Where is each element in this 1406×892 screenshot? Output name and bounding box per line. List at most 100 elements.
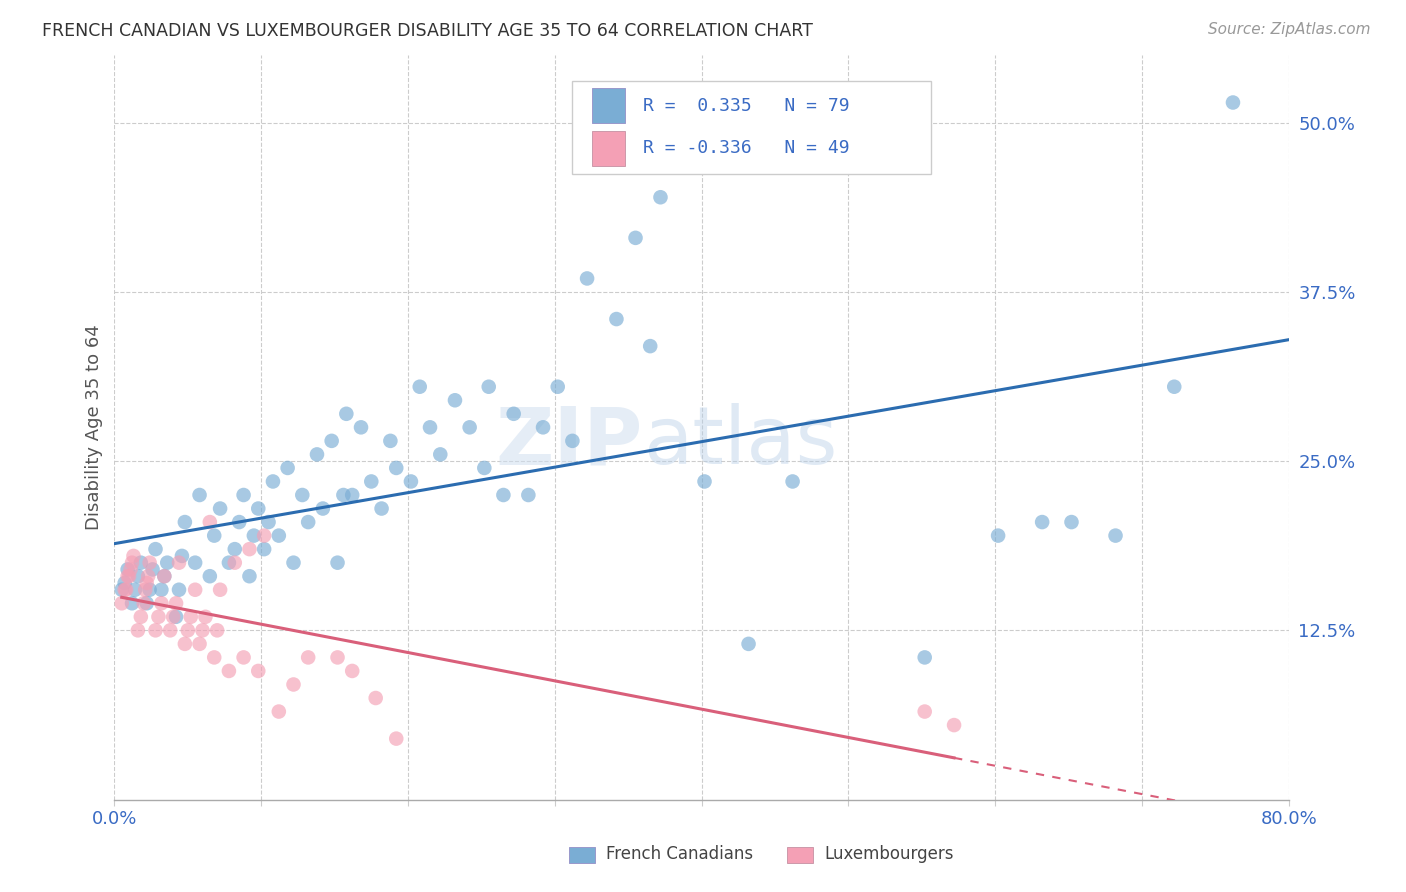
Point	[782, 475, 804, 489]
Point	[184, 582, 207, 597]
Point	[180, 609, 202, 624]
Point	[117, 562, 139, 576]
Point	[129, 609, 152, 624]
Point	[138, 556, 160, 570]
Point	[1031, 515, 1053, 529]
Point	[209, 582, 232, 597]
Point	[370, 501, 392, 516]
Y-axis label: Disability Age 35 to 64: Disability Age 35 to 64	[86, 325, 103, 530]
Point	[385, 731, 408, 746]
Point	[132, 596, 155, 610]
Point	[531, 420, 554, 434]
Point	[458, 420, 481, 434]
Point	[202, 528, 225, 542]
Point	[576, 271, 599, 285]
Text: R = -0.336   N = 49: R = -0.336 N = 49	[643, 139, 849, 157]
Point	[173, 515, 195, 529]
Point	[120, 562, 142, 576]
Point	[1222, 95, 1244, 110]
Point	[153, 569, 176, 583]
Point	[914, 705, 936, 719]
Bar	[592, 130, 626, 166]
Point	[167, 556, 190, 570]
Point	[267, 528, 290, 542]
Point	[238, 569, 260, 583]
Text: Source: ZipAtlas.com: Source: ZipAtlas.com	[1208, 22, 1371, 37]
Point	[326, 650, 349, 665]
Point	[127, 569, 149, 583]
Point	[737, 637, 759, 651]
Point	[1104, 528, 1126, 542]
Point	[202, 650, 225, 665]
Point	[218, 664, 240, 678]
Point	[134, 582, 156, 597]
Point	[326, 556, 349, 570]
Point	[364, 691, 387, 706]
Point	[148, 609, 170, 624]
Point	[224, 556, 246, 570]
Point	[184, 556, 207, 570]
Point	[914, 650, 936, 665]
Point	[492, 488, 515, 502]
Point	[693, 475, 716, 489]
Point	[253, 528, 276, 542]
Point	[117, 569, 139, 583]
Point	[218, 556, 240, 570]
Point	[111, 582, 134, 597]
Text: French Canadians: French Canadians	[606, 846, 754, 863]
Point	[342, 664, 364, 678]
Point	[188, 637, 211, 651]
Bar	[592, 87, 626, 123]
Point	[409, 380, 432, 394]
Text: atlas: atlas	[643, 403, 837, 481]
Point	[156, 556, 179, 570]
Point	[159, 624, 181, 638]
Point	[297, 650, 319, 665]
Point	[145, 542, 167, 557]
Point	[247, 664, 270, 678]
Point	[478, 380, 501, 394]
Point	[167, 582, 190, 597]
Point	[297, 515, 319, 529]
Point	[312, 501, 335, 516]
Point	[198, 515, 221, 529]
Point	[124, 582, 146, 597]
Point	[129, 556, 152, 570]
Point	[472, 461, 495, 475]
Point	[165, 609, 187, 624]
Point	[399, 475, 422, 489]
Point	[111, 596, 134, 610]
Point	[283, 556, 305, 570]
Point	[517, 488, 540, 502]
Point	[624, 231, 647, 245]
Point	[165, 596, 187, 610]
Point	[380, 434, 402, 448]
Point	[177, 624, 200, 638]
Point	[121, 596, 143, 610]
Point	[228, 515, 250, 529]
Point	[1060, 515, 1083, 529]
Point	[188, 488, 211, 502]
Point	[127, 624, 149, 638]
Point	[153, 569, 176, 583]
Point	[138, 582, 160, 597]
Point	[444, 393, 467, 408]
Point	[173, 637, 195, 651]
Point	[150, 596, 173, 610]
Point	[135, 576, 157, 591]
Point	[232, 488, 254, 502]
Point	[162, 609, 184, 624]
Point	[170, 549, 193, 563]
Point	[136, 569, 159, 583]
Point	[502, 407, 524, 421]
Point	[115, 582, 138, 597]
Point	[243, 528, 266, 542]
Point	[987, 528, 1010, 542]
Point	[335, 407, 357, 421]
Point	[305, 447, 328, 461]
Point	[150, 582, 173, 597]
Point	[121, 556, 143, 570]
Text: FRENCH CANADIAN VS LUXEMBOURGER DISABILITY AGE 35 TO 64 CORRELATION CHART: FRENCH CANADIAN VS LUXEMBOURGER DISABILI…	[42, 22, 813, 40]
Point	[145, 624, 167, 638]
Point	[385, 461, 408, 475]
